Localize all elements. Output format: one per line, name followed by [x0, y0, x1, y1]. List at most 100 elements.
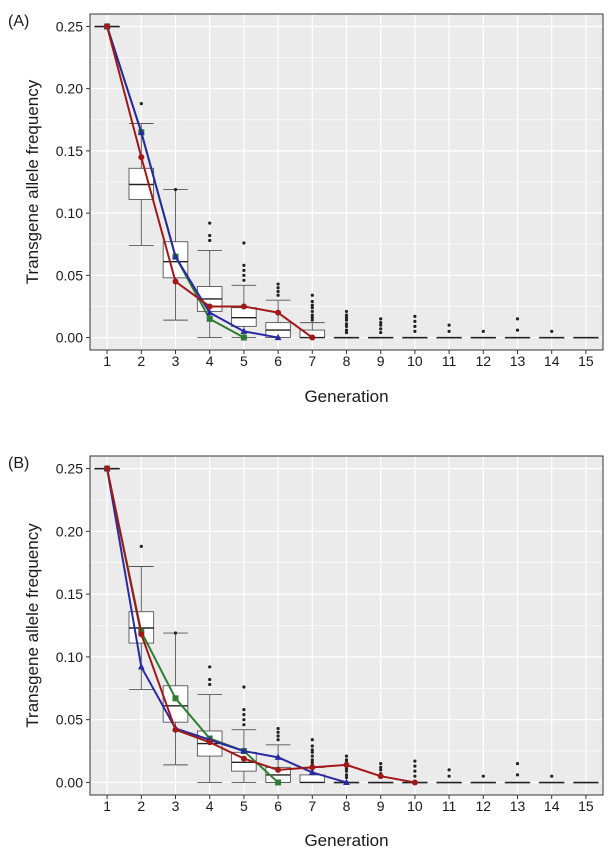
x-tick-label: 14 [544, 798, 560, 814]
outlier-point [276, 734, 280, 738]
series-point [275, 779, 282, 786]
outlier-point [413, 314, 417, 318]
series-point [343, 761, 350, 768]
outlier-point [310, 293, 314, 297]
series-point [206, 308, 214, 316]
outlier-point [344, 328, 349, 332]
series-point [308, 768, 316, 775]
x-tick-label: 8 [343, 798, 351, 814]
panel-label: (A) [8, 13, 29, 30]
outlier-point [310, 738, 314, 742]
x-tick-label: 5 [240, 798, 248, 814]
outlier-point [413, 764, 417, 768]
outlier-point [276, 293, 280, 297]
series-line [106, 468, 416, 784]
outlier-point [242, 241, 246, 245]
y-tick-label: 0.15 [56, 586, 83, 602]
outlier-point [344, 769, 349, 773]
outlier-point [208, 221, 212, 225]
x-tick-label: 2 [137, 353, 145, 369]
series-point [309, 764, 316, 771]
outlier-point [413, 759, 417, 763]
outlier-point [242, 713, 246, 717]
series-point [240, 334, 247, 341]
outlier-point [208, 665, 212, 669]
outlier-point [208, 677, 212, 682]
outlier-point [379, 327, 383, 331]
outlier-point [344, 330, 349, 335]
outlier-point [310, 303, 314, 307]
y-tick-label: 0.05 [56, 267, 83, 283]
outlier-point [344, 309, 349, 314]
series-point [138, 154, 145, 161]
series-point [411, 779, 418, 786]
boxplot-gen-11 [436, 323, 462, 339]
x-axis-title: Generation [304, 387, 388, 406]
x-tick-label: 6 [274, 798, 282, 814]
series-point [275, 309, 282, 316]
panel-b: 0.000.050.100.150.200.251 2 3 4 5 6 7 8 9 10 11 12 1… [8, 455, 604, 850]
outlier-point [379, 762, 383, 766]
boxplot-gen-15 [573, 781, 599, 784]
outlier-point [515, 328, 520, 332]
outlier-point [344, 767, 349, 771]
series-point [206, 315, 213, 322]
series-point [240, 747, 248, 754]
outlier-point [242, 718, 246, 722]
x-tick-label: 13 [510, 798, 526, 814]
series-line [106, 468, 347, 784]
series-red [104, 23, 316, 341]
x-tick-label: 10 [407, 353, 423, 369]
y-axis-title: Transgene allele frequency [23, 79, 42, 284]
panel-a: 0.000.050.100.150.200.251 2 3 4 5 6 7 8 9 10 11 12 1… [8, 13, 604, 406]
x-tick-label: 2 [137, 798, 145, 814]
outlier-point [379, 317, 383, 321]
series-point [309, 334, 316, 341]
boxplot-gen-13 [504, 317, 531, 339]
outlier-point [413, 769, 417, 773]
series-point [377, 773, 384, 780]
outlier-point [208, 682, 212, 687]
x-tick-label: 14 [544, 353, 560, 369]
series-red [104, 465, 418, 786]
y-tick-label: 0.00 [56, 330, 83, 346]
boxplot-gen-8 [333, 309, 360, 339]
x-tick-label: 3 [172, 353, 180, 369]
outlier-point [310, 299, 314, 304]
outlier-point [310, 744, 314, 748]
outlier-point [413, 324, 417, 328]
outlier-point [344, 773, 349, 777]
x-tick-label: 11 [442, 353, 457, 369]
series-point [172, 726, 179, 733]
y-tick-label: 0.20 [56, 81, 83, 97]
outlier-point [310, 754, 314, 758]
outlier-point [242, 708, 246, 712]
x-tick-label: 9 [377, 798, 385, 814]
outlier-point [344, 316, 349, 320]
series-point [137, 128, 145, 135]
outlier-point [481, 329, 485, 333]
outlier-point [242, 723, 246, 727]
series-point [137, 663, 145, 670]
outlier-point [344, 775, 349, 780]
series-point [138, 631, 145, 638]
x-tick-label: 12 [476, 798, 492, 814]
series-point [343, 778, 350, 786]
outlier-point [550, 774, 554, 778]
x-axis-title: Generation [304, 831, 388, 850]
outlier-point [276, 738, 280, 742]
x-tick-label: 11 [442, 798, 457, 814]
y-axis-title: Transgene allele frequency [23, 523, 42, 728]
series-point [275, 766, 282, 773]
outlier-point [379, 768, 383, 772]
outlier-point [344, 324, 349, 328]
boxplot-gen-12 [470, 774, 497, 784]
outlier-point [208, 238, 212, 243]
series-point [240, 755, 247, 762]
outlier-point [344, 754, 349, 758]
outlier-point [310, 309, 314, 314]
series-point [240, 303, 247, 310]
outlier-point [242, 278, 246, 282]
x-tick-label: 3 [172, 798, 180, 814]
